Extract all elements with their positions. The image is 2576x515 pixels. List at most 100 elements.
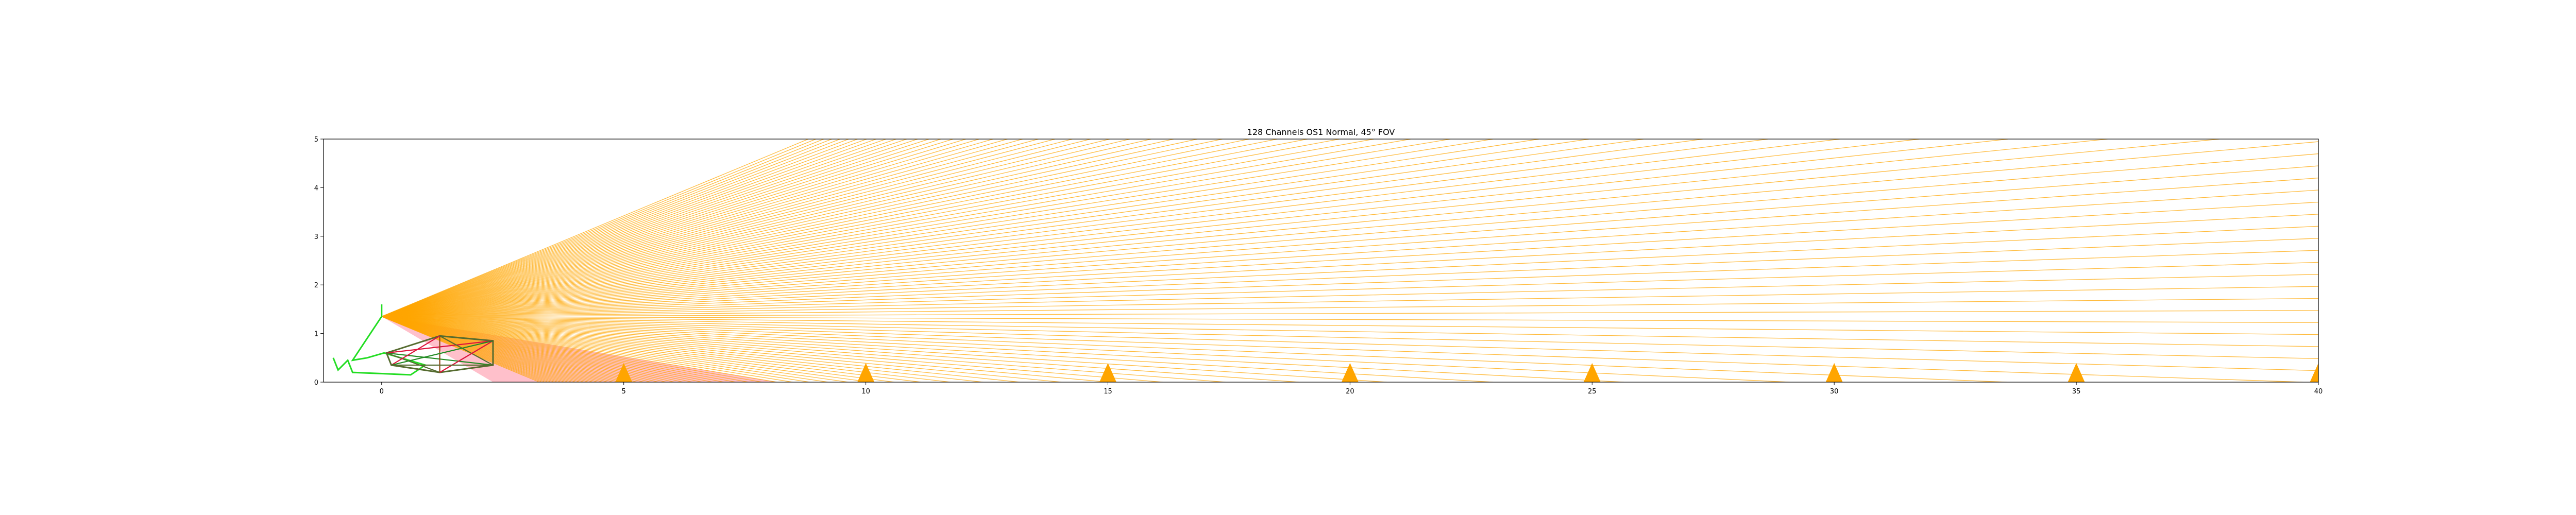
lidar-beam [381, 316, 1226, 382]
lidar-beam [381, 139, 1008, 317]
lidar-beam [381, 316, 2318, 323]
lidar-beam [381, 141, 2318, 317]
lidar-beam [381, 310, 2318, 317]
lidar-beam [381, 139, 1840, 317]
lidar-beam [381, 214, 2318, 317]
lidar-beam [381, 139, 1130, 317]
lidar-beam [381, 139, 1308, 317]
lidar-beam [381, 316, 2318, 347]
lidar-beam [381, 139, 1091, 317]
lidar-beam [381, 316, 777, 382]
x-tick-label: 5 [622, 388, 626, 396]
lidar-beam [381, 316, 810, 382]
lidar-beam [381, 139, 876, 317]
lidar-beam [381, 153, 2318, 317]
lidar-beam [381, 316, 2318, 359]
lidar-beam [381, 316, 849, 382]
x-tick-label: 20 [1346, 388, 1354, 396]
y-tick-label: 1 [314, 331, 318, 338]
lidar-beam [381, 139, 849, 317]
lidar-beam [381, 139, 824, 317]
lidar-beam [381, 139, 1920, 317]
cone-marker [1341, 363, 1359, 382]
lidar-beam [381, 316, 724, 382]
y-tick-label: 2 [314, 282, 318, 289]
lidar-beam [381, 274, 2318, 317]
lidar-beam [381, 316, 713, 382]
lidar-beam [381, 139, 1374, 317]
lidar-beam [381, 316, 1299, 382]
lidar-beam [381, 139, 1151, 317]
lidar-beam [381, 226, 2318, 317]
cone-marker [2310, 363, 2318, 382]
x-tick-label: 30 [1830, 388, 1839, 396]
lidar-beam [381, 139, 809, 317]
y-tick-label: 0 [314, 379, 318, 387]
lidar-beam [381, 165, 2318, 317]
lidar-beam [381, 316, 2007, 382]
cone-markers-layer [615, 363, 2318, 382]
lidar-beam [381, 139, 1411, 317]
lidar-beam [381, 139, 1249, 317]
lidar-beam [381, 316, 793, 382]
lidar-beam [381, 298, 2318, 317]
lidar-beam [381, 316, 984, 382]
x-tick-label: 25 [1588, 388, 1597, 396]
lidar-beam [381, 139, 2220, 317]
lidar-beam [381, 139, 1039, 317]
lidar-beam [381, 316, 762, 382]
cone-marker [2067, 363, 2085, 382]
x-tick-label: 35 [2072, 388, 2081, 396]
lidar-beam [381, 190, 2318, 317]
lidar-beam [381, 139, 1644, 317]
lidar-beam [381, 316, 1387, 382]
lidar-beam [381, 316, 2303, 382]
lidar-beam [381, 316, 736, 382]
x-tick-label: 0 [380, 388, 384, 396]
lidar-beam [381, 139, 816, 317]
cone-marker [857, 363, 875, 382]
lidar-beam [381, 316, 921, 382]
plot-area [332, 139, 2318, 382]
vehicle-layer [332, 304, 494, 376]
plot-frame [323, 139, 2319, 383]
lidar-beam [381, 316, 1163, 382]
lidar-beam [381, 139, 966, 317]
lidar-beam [381, 139, 896, 317]
lidar-beam [381, 139, 1589, 317]
lidar-beam [381, 250, 2318, 317]
lidar-beam [381, 139, 1056, 317]
lidar-beam [381, 139, 832, 317]
lidar-beam [381, 139, 1110, 317]
lidar-beam [381, 316, 1790, 382]
lidar-beam [381, 139, 2108, 317]
lidar-beam [381, 139, 1340, 317]
lidar-beam [381, 139, 1451, 317]
lidar-beam [381, 139, 1198, 317]
lidar-beam [381, 201, 2318, 317]
lidar-beam [381, 139, 941, 317]
lidar-beam [381, 139, 1278, 317]
lidar-beam [381, 316, 895, 382]
lidar-beam [381, 139, 1023, 317]
chassis-frame-member [439, 340, 494, 373]
lidar-beam [381, 139, 954, 317]
lidar-beam [381, 139, 858, 317]
y-tick-label: 4 [314, 184, 318, 192]
lidar-beam [381, 139, 1223, 317]
lidar-beam [381, 139, 918, 317]
lidar-beam [381, 139, 1494, 317]
lidar-beam [381, 316, 703, 382]
lidar-beam [381, 316, 828, 382]
chassis-frame-member [386, 352, 440, 373]
lidar-beam [381, 316, 1109, 382]
lidar-beam [381, 177, 2318, 317]
lidar-beam [381, 139, 840, 317]
x-axis-ticks: 0 5 10 15 20 25 30 35 40 [380, 382, 2323, 396]
chassis-frame-member [439, 335, 494, 366]
lidar-beam [381, 139, 1703, 317]
lidar-beam [381, 286, 2318, 317]
lidar-beam [381, 238, 2318, 317]
lidar-beam [381, 316, 2318, 371]
